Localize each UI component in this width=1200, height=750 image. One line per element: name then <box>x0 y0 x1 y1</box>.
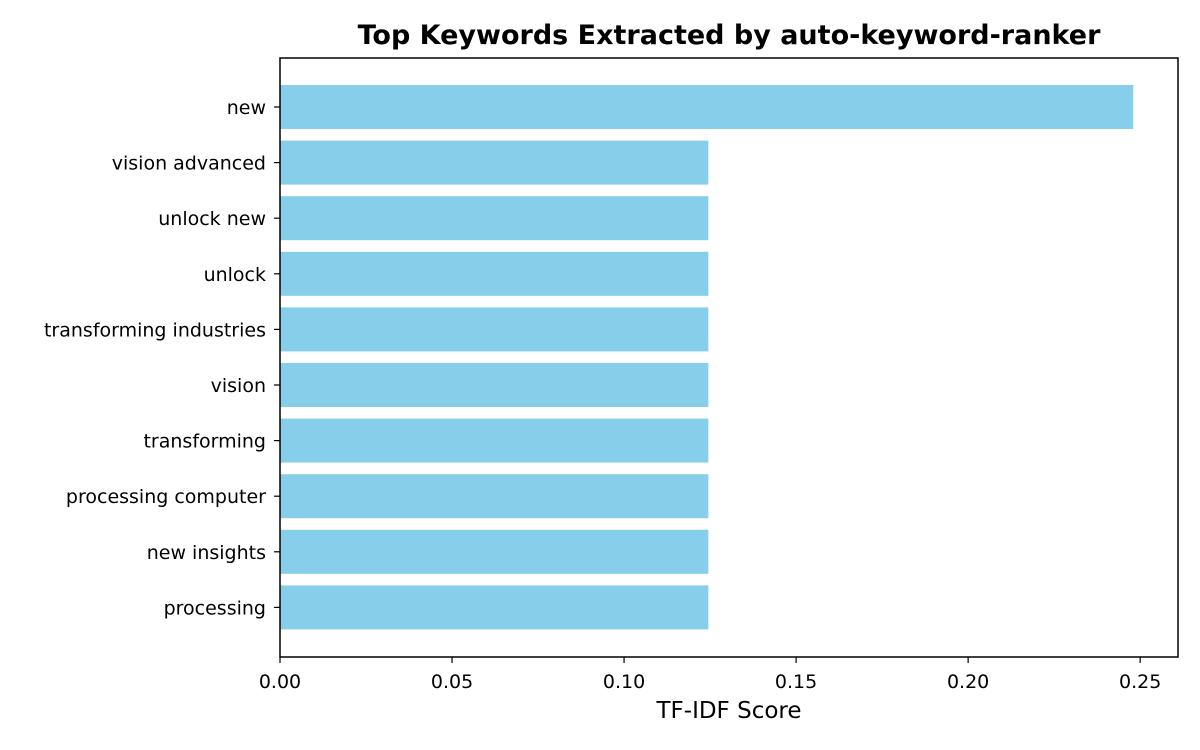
x-tick-label: 0.20 <box>947 671 989 693</box>
bar-new <box>280 85 1134 129</box>
bar-new-insights <box>280 529 709 574</box>
y-tick-label: transforming <box>143 431 266 453</box>
x-tick-label: 0.00 <box>259 671 301 693</box>
bar-vision <box>280 363 709 407</box>
x-tick-label: 0.05 <box>431 671 473 693</box>
y-tick-label: processing <box>164 597 266 619</box>
chart-title: Top Keywords Extracted by auto-keyword-r… <box>358 20 1102 51</box>
bar-vision-advanced <box>280 140 709 185</box>
y-tick-label: vision <box>211 375 266 397</box>
bar-unlock-new <box>280 196 709 241</box>
x-tick-label: 0.10 <box>603 671 645 693</box>
y-tick-label: new insights <box>147 542 266 564</box>
y-tick-label: unlock new <box>158 208 266 230</box>
bar-unlock <box>280 251 709 296</box>
y-tick-label: vision advanced <box>112 153 266 175</box>
y-tick-label: transforming industries <box>44 319 266 341</box>
plot-frame <box>279 57 1179 658</box>
bar-transforming <box>280 418 709 463</box>
x-axis-ticks: 0.00 0.05 0.10 0.15 0.20 0.25 <box>259 657 1161 693</box>
x-tick-label: 0.25 <box>1119 671 1161 693</box>
y-tick-label: processing computer <box>66 486 266 508</box>
x-axis-label: TF-IDF Score <box>655 698 801 724</box>
y-axis-ticks: new vision advanced unlock new unlock transf… <box>44 97 280 619</box>
x-tick-label: 0.15 <box>775 671 817 693</box>
bar-processing <box>280 585 709 630</box>
bar-transforming-industries <box>280 307 709 352</box>
y-tick-label: unlock <box>204 264 266 286</box>
bar-processing-computer <box>280 474 709 519</box>
bars-group <box>280 85 1134 630</box>
y-tick-label: new <box>227 97 266 119</box>
